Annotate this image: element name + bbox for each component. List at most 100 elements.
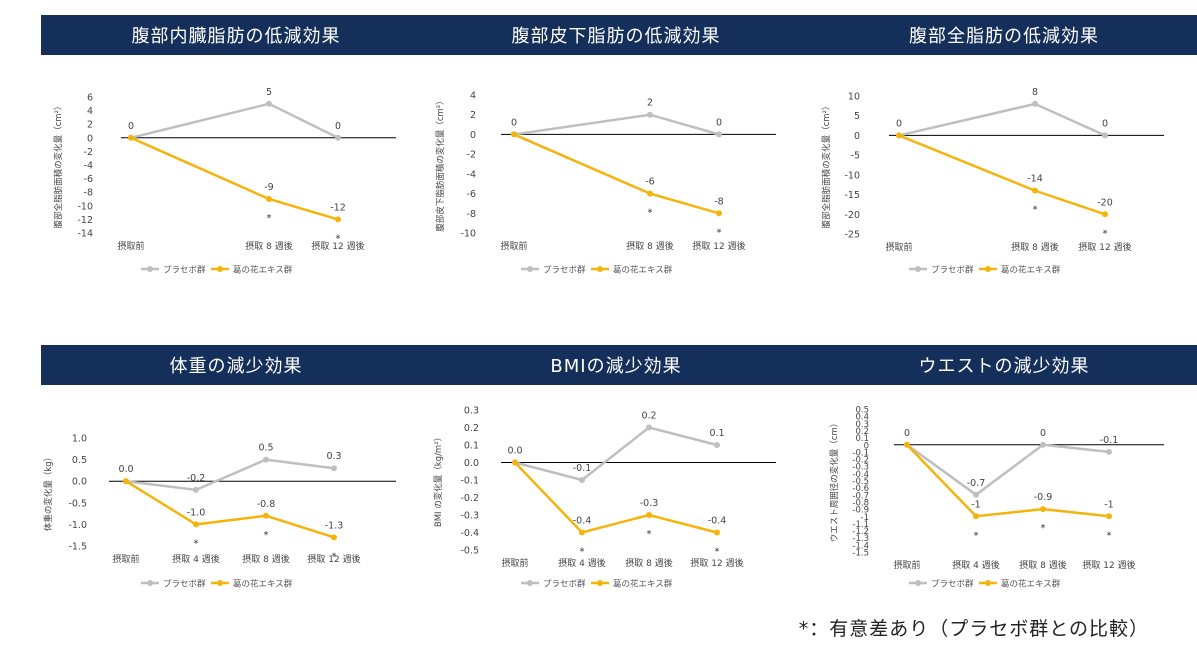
placebo-point [263, 456, 269, 463]
x-tick-label: 摂取 12 週後 [311, 240, 364, 252]
significance-marker: * [336, 233, 341, 244]
placebo-point [193, 486, 199, 493]
extract-point [266, 196, 272, 202]
y-tick-label: -1.3 [852, 534, 869, 544]
placebo-line [513, 113, 720, 136]
data-label: 0 [716, 117, 722, 128]
extract-point [331, 534, 337, 541]
legend-extract-label: 葛の花エキス群 [613, 579, 673, 590]
y-tick-label: 5 [854, 111, 860, 122]
significance-marker: * [715, 547, 720, 558]
extract-point [973, 513, 979, 520]
x-tick-label: 摂取 12 週後 [307, 553, 360, 565]
chart-svg: 10 5 0 -5 -10 -15 -20 -25 腹部全脂肪面積の変化量（cm²） 摂取前 摂取 … [821, 87, 1164, 276]
extract-line [514, 461, 718, 534]
chart-svg: 4 2 0 -2 -4 -6 -8 -10 腹部皮下脂肪面積の変化量（cm²） 摂取前 摂取 8 週… [435, 91, 776, 276]
y-tick-label: 0.5 [72, 455, 87, 466]
y-tick-label: -12 [77, 215, 93, 226]
y-tick-label: -0.9 [852, 506, 869, 516]
significance-marker: * [332, 551, 337, 562]
placebo-point [335, 134, 341, 141]
extract-point [896, 132, 902, 139]
y-tick-label: 0.1 [464, 441, 479, 452]
y-tick-label: 4 [470, 91, 476, 102]
legend-placebo-dot [915, 580, 921, 586]
chart-svg: 0.3 0.2 0.1 0.0 -0.1 -0.2 -0.3 -0.4 -0.5 BMI の変化量… [433, 406, 776, 590]
extract-line [130, 136, 339, 221]
significance-marker: * [1107, 530, 1112, 541]
y-tick-label: -0.4 [460, 528, 479, 539]
extract-line [513, 133, 720, 215]
chart-panel-total-fat: 腹部全脂肪の低減効果 10 5 0 -5 -10 -15 -20 -25 腹部全脂肪面積の変化量… [809, 15, 1197, 325]
x-tick-label: 摂取前 [117, 240, 144, 252]
legend-extract-label: 葛の花エキス群 [1001, 579, 1061, 590]
x-tick-label: 摂取前 [501, 557, 528, 569]
y-tick-label: -0.8 [852, 498, 869, 508]
legend-extract-label: 葛の花エキス群 [1001, 265, 1061, 276]
y-tick-label: 0 [854, 131, 860, 142]
y-tick-label: -0.4 [852, 470, 869, 480]
y-tick-label: 6 [87, 93, 93, 104]
y-tick-label: -0.3 [852, 463, 869, 473]
extract-line [125, 480, 335, 539]
legend-placebo-label: プラセボ群 [163, 265, 206, 276]
data-label: 0.5 [258, 443, 273, 454]
y-tick-label: 0 [470, 130, 476, 141]
placebo-line [906, 443, 1110, 497]
y-tick-label: 1.0 [72, 434, 87, 445]
extract-point [123, 478, 129, 485]
x-tick-label: 摂取 8 週後 [1011, 241, 1058, 253]
data-label: -14 [1027, 174, 1043, 185]
data-label: 0.2 [641, 411, 656, 422]
placebo-point [714, 442, 720, 448]
y-tick-label: 0.0 [72, 477, 87, 488]
data-label: -0.7 [967, 478, 986, 489]
placebo-point [266, 100, 272, 107]
placebo-line [130, 102, 339, 140]
y-axis-label: 体重の変化量（kg） [43, 453, 54, 531]
placebo-point [646, 424, 652, 431]
chart-svg: 0.50.40.30.20.10-0.1-0.2-0.3-0.4-0.5-0.6… [829, 406, 1164, 590]
data-label: 0 [128, 121, 134, 132]
legend-placebo-dot [527, 580, 533, 586]
x-tick-label: 摂取 4 週後 [172, 553, 219, 565]
data-label: 5 [266, 87, 272, 98]
chart-title: 腹部全脂肪の低減効果 [809, 15, 1197, 55]
y-tick-label: -20 [844, 210, 860, 221]
legend-placebo-dot [527, 266, 533, 272]
extract-point [128, 134, 134, 141]
extract-point [512, 459, 518, 466]
significance-marker: * [267, 213, 272, 224]
data-label: 0.0 [118, 464, 133, 475]
data-label: 2 [647, 98, 653, 109]
data-label: -20 [1097, 197, 1113, 208]
chart-panel-bmi: BMIの減少効果 0.3 0.2 0.1 0.0 -0.1 -0.2 -0.3 -0.4 -0.… [421, 345, 811, 655]
data-label: 0 [1102, 118, 1108, 129]
extract-point [1106, 513, 1112, 520]
y-tick-label: -2 [467, 150, 476, 161]
chart-title: BMIの減少効果 [421, 345, 811, 385]
significance-marker: * [194, 538, 199, 549]
extract-point [1102, 211, 1108, 218]
y-tick-label: 2 [87, 120, 93, 131]
data-label: -1 [971, 499, 980, 510]
y-tick-label: -1.2 [852, 527, 869, 537]
placebo-point [716, 131, 722, 138]
data-label: -0.9 [1034, 492, 1053, 503]
placebo-point [973, 491, 979, 498]
y-tick-label: -0.2 [852, 456, 869, 466]
legend-placebo-label: プラセボ群 [543, 265, 586, 276]
y-tick-label: -1.4 [852, 541, 869, 551]
data-label: -0.3 [640, 498, 659, 509]
legend-extract-dot [985, 266, 991, 272]
chart-panel-subcutaneous-fat: 腹部皮下脂肪の低減効果 4 2 0 -2 -4 -6 -8 -10 腹部皮下脂肪面積の変化量（c… [421, 15, 811, 325]
data-label: -0.1 [1100, 435, 1119, 446]
significance-marker: * [1033, 205, 1038, 216]
y-tick-label: -0.7 [852, 491, 869, 501]
x-tick-label: 摂取 8 週後 [245, 240, 292, 252]
data-label: 8 [1032, 87, 1038, 98]
legend-placebo-label: プラセボ群 [543, 579, 586, 590]
y-tick-label: 0.5 [855, 406, 869, 416]
x-tick-label: 摂取前 [112, 553, 139, 565]
legend-placebo-label: プラセボ群 [931, 265, 974, 276]
